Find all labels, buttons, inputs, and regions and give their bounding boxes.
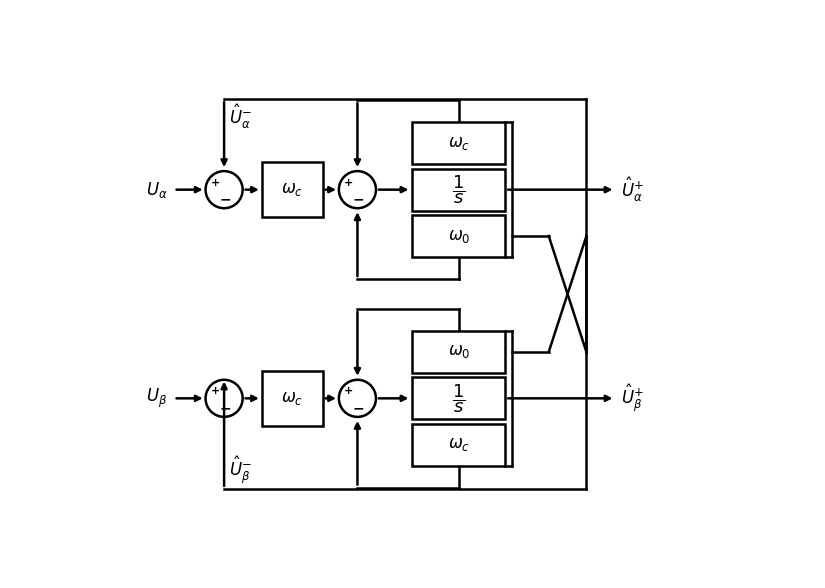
Bar [412,377,505,419]
Text: −: − [219,402,231,416]
Text: $\hat{U}_{\beta}^{+}$: $\hat{U}_{\beta}^{+}$ [621,382,644,414]
Bar [262,162,323,217]
Text: $\hat{U}_{\alpha}^{-}$: $\hat{U}_{\alpha}^{-}$ [229,102,252,131]
Text: +: + [211,178,220,188]
Text: $U_{\beta}$: $U_{\beta}$ [146,387,167,410]
Text: −: − [219,193,231,207]
Bar [412,122,505,164]
Text: −: − [352,402,364,416]
Bar [412,331,505,373]
Text: $\omega_c$: $\omega_c$ [448,436,470,453]
Text: $U_{\alpha}$: $U_{\alpha}$ [146,180,167,200]
Text: $\hat{U}_{\beta}^{-}$: $\hat{U}_{\beta}^{-}$ [229,454,252,486]
Text: $\dfrac{1}{s}$: $\dfrac{1}{s}$ [452,173,465,206]
Text: $\omega_c$: $\omega_c$ [448,135,470,152]
Bar [262,371,323,426]
Text: +: + [211,386,220,396]
Text: $\omega_c$: $\omega_c$ [281,390,304,407]
Text: $\omega_0$: $\omega_0$ [448,343,470,360]
Bar [412,169,505,211]
Text: +: + [343,386,353,396]
Text: −: − [352,193,364,207]
Text: $\omega_c$: $\omega_c$ [281,181,304,198]
Bar [412,215,505,257]
Text: +: + [343,178,353,188]
Bar [412,424,505,466]
Text: $\hat{U}_{\alpha}^{+}$: $\hat{U}_{\alpha}^{+}$ [621,175,644,204]
Text: $\omega_0$: $\omega_0$ [448,228,470,245]
Text: $\dfrac{1}{s}$: $\dfrac{1}{s}$ [452,382,465,415]
